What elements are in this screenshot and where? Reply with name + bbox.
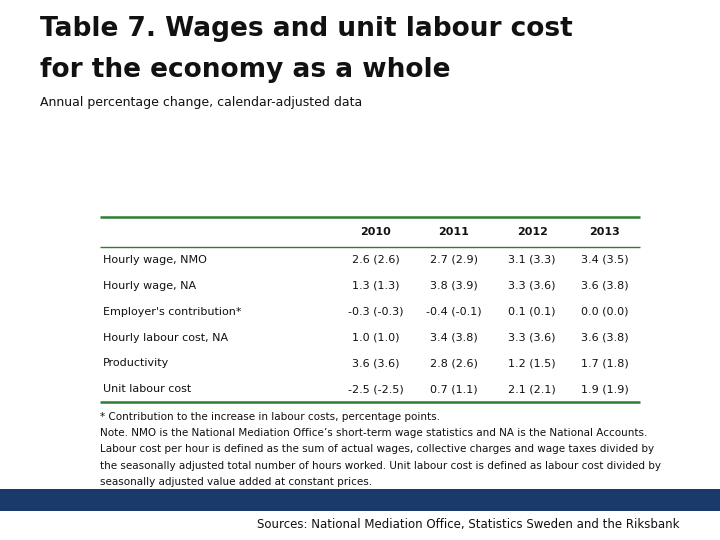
Text: * Contribution to the increase in labour costs, percentage points.: * Contribution to the increase in labour… [100,412,440,422]
Text: 3.4 (3.5): 3.4 (3.5) [581,255,629,265]
Text: 0.7 (1.1): 0.7 (1.1) [430,384,477,394]
Text: Sources: National Mediation Office, Statistics Sweden and the Riksbank: Sources: National Mediation Office, Stat… [257,518,680,531]
Text: -2.5 (-2.5): -2.5 (-2.5) [348,384,403,394]
Text: Employer's contribution*: Employer's contribution* [103,307,241,316]
Text: 1.7 (1.8): 1.7 (1.8) [581,359,629,368]
Text: the seasonally adjusted total number of hours worked. Unit labour cost is define: the seasonally adjusted total number of … [100,461,661,471]
Text: seasonally adjusted value added at constant prices.: seasonally adjusted value added at const… [100,477,372,487]
Text: 0.1 (0.1): 0.1 (0.1) [508,307,556,316]
Text: Labour cost per hour is defined as the sum of actual wages, collective charges a: Labour cost per hour is defined as the s… [100,444,654,455]
Text: -0.3 (-0.3): -0.3 (-0.3) [348,307,403,316]
Text: -0.4 (-0.1): -0.4 (-0.1) [426,307,482,316]
Text: 3.8 (3.9): 3.8 (3.9) [430,281,477,291]
Text: Note. NMO is the National Mediation Office’s short-term wage statistics and NA i: Note. NMO is the National Mediation Offi… [100,428,647,438]
Text: 2012: 2012 [517,227,547,237]
Text: 3.6 (3.8): 3.6 (3.8) [581,281,629,291]
Text: 3.1 (3.3): 3.1 (3.3) [508,255,556,265]
Text: 2.7 (2.9): 2.7 (2.9) [430,255,478,265]
Text: 2013: 2013 [590,227,621,237]
Text: Hourly wage, NA: Hourly wage, NA [103,281,196,291]
Text: 1.0 (1.0): 1.0 (1.0) [352,333,399,342]
Text: Annual percentage change, calendar-adjusted data: Annual percentage change, calendar-adjus… [40,96,363,109]
Text: Hourly labour cost, NA: Hourly labour cost, NA [103,333,228,342]
Text: Productivity: Productivity [103,359,169,368]
Text: 3.3 (3.6): 3.3 (3.6) [508,333,556,342]
Text: 2.1 (2.1): 2.1 (2.1) [508,384,556,394]
Text: 3.4 (3.8): 3.4 (3.8) [430,333,477,342]
Text: 3.6 (3.8): 3.6 (3.8) [581,333,629,342]
Text: 2011: 2011 [438,227,469,237]
Text: 2.6 (2.6): 2.6 (2.6) [351,255,400,265]
Text: 3.6 (3.6): 3.6 (3.6) [352,359,399,368]
Text: 1.2 (1.5): 1.2 (1.5) [508,359,556,368]
Text: 1.9 (1.9): 1.9 (1.9) [581,384,629,394]
Text: Unit labour cost: Unit labour cost [103,384,192,394]
Text: 0.0 (0.0): 0.0 (0.0) [581,307,629,316]
Text: 2.8 (2.6): 2.8 (2.6) [430,359,477,368]
Text: SVERIGES
RIKSBANK: SVERIGES RIKSBANK [645,66,685,79]
Text: for the economy as a whole: for the economy as a whole [40,57,451,83]
Text: Table 7. Wages and unit labour cost: Table 7. Wages and unit labour cost [40,16,573,42]
Text: 1.3 (1.3): 1.3 (1.3) [352,281,399,291]
Text: 2010: 2010 [360,227,391,237]
Text: 3.3 (3.6): 3.3 (3.6) [508,281,556,291]
Text: Hourly wage, NMO: Hourly wage, NMO [103,255,207,265]
